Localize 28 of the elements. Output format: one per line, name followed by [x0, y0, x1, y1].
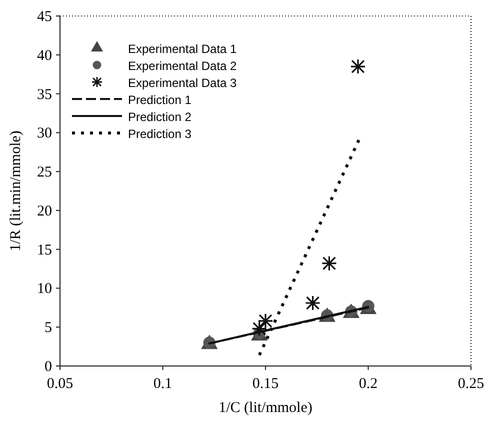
- point: [258, 313, 274, 329]
- legend-label: Prediction 2: [128, 110, 192, 124]
- y-tick-label: 35: [37, 86, 52, 103]
- y-tick-label: 25: [37, 164, 52, 181]
- legend-label: Experimental Data 2: [128, 59, 238, 73]
- y-tick-label: 0: [44, 359, 52, 375]
- x-tick-label: 0.05: [46, 376, 74, 392]
- y-tick-label: 45: [37, 9, 52, 25]
- point: [304, 295, 321, 311]
- point: [350, 58, 366, 74]
- legend-label: Prediction 3: [128, 127, 192, 141]
- x-tick-label: 0.25: [458, 376, 484, 392]
- x-tick-label: 0.1: [153, 376, 172, 392]
- y-tick-label: 15: [37, 242, 52, 258]
- x-axis-title: 1/C (lit/mmole): [218, 400, 312, 416]
- x-tick-label: 0.2: [358, 376, 378, 392]
- y-tick-label: 40: [37, 48, 52, 64]
- y-tick-label: 10: [37, 281, 52, 298]
- legend-label: Experimental Data 1: [128, 42, 238, 56]
- x-tick-label: 0.15: [252, 376, 279, 392]
- point: [252, 320, 268, 336]
- y-tick-label: 20: [37, 203, 52, 220]
- y-axis-title: 1/R (lit.min/mmole): [8, 130, 24, 252]
- point: [321, 256, 338, 272]
- y-tick-label: 5: [44, 320, 52, 336]
- legend-label: Experimental Data 3: [128, 76, 238, 90]
- legend-label: Prediction 1: [128, 93, 192, 107]
- y-tick-label: 30: [37, 126, 52, 142]
